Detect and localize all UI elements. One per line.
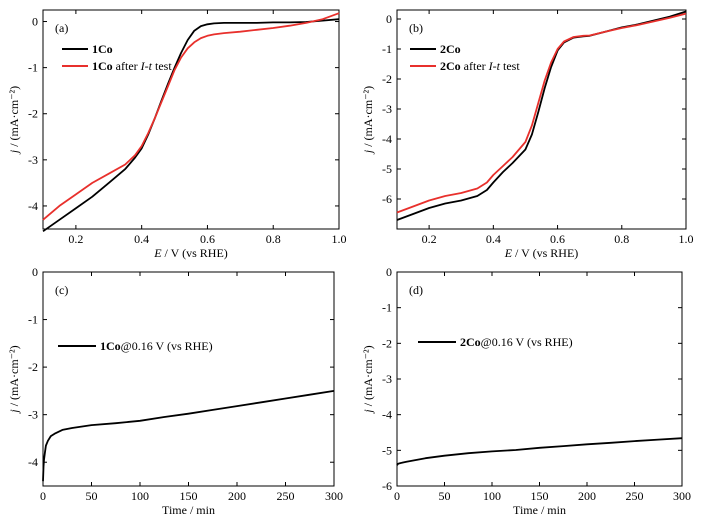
y-tick-label: -2 bbox=[28, 360, 38, 374]
y-tick-label: -3 bbox=[28, 408, 38, 422]
y-tick-label: -4 bbox=[382, 132, 392, 146]
x-tick-label: 200 bbox=[578, 489, 596, 503]
chart-panel-2: 0.2 0.4 0.6 0.8 1.0 0 -1 -2 -3 -4 -5 -6 (b) 2Co 2Co af… bbox=[361, 9, 694, 260]
series-line-1 bbox=[396, 437, 683, 466]
x-tick-label: 0.6 bbox=[200, 232, 215, 246]
y-axis-label: j / (mA·cm⁻²) bbox=[7, 86, 21, 155]
x-tick-label: 0.8 bbox=[614, 232, 629, 246]
x-tick-label: 250 bbox=[626, 489, 644, 503]
y-tick-label: 0 bbox=[32, 265, 38, 279]
x-tick-label: 1.0 bbox=[679, 232, 694, 246]
y-tick-label: -2 bbox=[28, 107, 38, 121]
y-tick-label: -3 bbox=[28, 153, 38, 167]
panel-label: (a) bbox=[55, 21, 68, 35]
y-tick-label: 0 bbox=[32, 15, 38, 29]
x-tick-label: 0.2 bbox=[422, 232, 437, 246]
y-tick-label: -5 bbox=[382, 443, 392, 457]
x-tick-label: 0.4 bbox=[134, 232, 149, 246]
x-tick-label: 0.2 bbox=[68, 232, 83, 246]
y-tick-label: 0 bbox=[386, 12, 392, 26]
x-tick-label: 0.4 bbox=[486, 232, 501, 246]
legend-entry: 2Co bbox=[440, 42, 461, 56]
y-tick-label: 0 bbox=[386, 265, 392, 279]
y-tick-label: -6 bbox=[382, 192, 392, 206]
x-tick-label: 150 bbox=[180, 489, 198, 503]
x-tick-label: 100 bbox=[131, 489, 149, 503]
y-axis-label: j / (mA·cm⁻²) bbox=[361, 86, 375, 155]
panel-label: (b) bbox=[409, 21, 423, 35]
y-tick-label: -1 bbox=[28, 61, 38, 75]
series-line-1 bbox=[42, 390, 335, 482]
x-tick-label: 50 bbox=[439, 489, 451, 503]
x-tick-label: 150 bbox=[531, 489, 549, 503]
x-tick-label: 250 bbox=[277, 489, 295, 503]
x-tick-label: 0.6 bbox=[550, 232, 565, 246]
x-axis-label: E / V (vs RHE) bbox=[504, 246, 579, 260]
legend-entry: 2Co@0.16 V (vs RHE) bbox=[460, 335, 573, 349]
chart-panel-3: 0 50 100 150 200 250 300 0 -1 -2 -3 -4 (c) 1Co@0.16 V… bbox=[7, 265, 343, 517]
y-tick-label: -1 bbox=[382, 301, 392, 315]
legend-entry: 2Co after I-t test bbox=[440, 59, 520, 73]
y-tick-label: -4 bbox=[382, 408, 392, 422]
x-tick-label: 100 bbox=[483, 489, 501, 503]
x-tick-label: 200 bbox=[228, 489, 246, 503]
legend-entry: 1Co@0.16 V (vs RHE) bbox=[100, 339, 213, 353]
series-line-2 bbox=[42, 12, 340, 221]
plot-frame bbox=[396, 271, 683, 487]
plot-frame bbox=[42, 271, 335, 487]
x-tick-label: 300 bbox=[325, 489, 343, 503]
legend-entry: 1Co after I-t test bbox=[92, 59, 172, 73]
y-tick-label: -1 bbox=[382, 42, 392, 56]
series-line-1 bbox=[42, 18, 340, 233]
y-axis-label: j / (mA·cm⁻²) bbox=[361, 345, 375, 414]
y-tick-label: -2 bbox=[382, 72, 392, 86]
y-tick-label: -6 bbox=[382, 479, 392, 493]
x-tick-label: 0 bbox=[394, 489, 400, 503]
plot-frame bbox=[42, 9, 340, 230]
chart-panel-4: 0 50 100 150 200 250 300 0 -1 -2 -3 -4 -5 -6 (d) 2Co@0.… bbox=[361, 265, 691, 517]
series-line-2 bbox=[396, 12, 687, 214]
x-tick-label: 1.0 bbox=[332, 232, 347, 246]
x-axis-label: Time / min bbox=[513, 503, 566, 517]
chart-panel-1: 0.2 0.4 0.6 0.8 1.0 0 -1 -2 -3 -4 (a) 1Co 1Co after … bbox=[7, 9, 347, 260]
x-tick-label: 0 bbox=[40, 489, 46, 503]
x-axis-label: Time / min bbox=[162, 503, 215, 517]
y-tick-label: -3 bbox=[382, 372, 392, 386]
y-tick-label: -3 bbox=[382, 102, 392, 116]
y-axis-label: j / (mA·cm⁻²) bbox=[7, 345, 21, 414]
x-tick-label: 0.8 bbox=[266, 232, 281, 246]
x-axis-label: E / V (vs RHE) bbox=[153, 246, 228, 260]
legend-entry: 1Co bbox=[92, 42, 113, 56]
panel-label: (d) bbox=[409, 283, 423, 297]
panel-label: (c) bbox=[55, 283, 68, 297]
x-tick-label: 50 bbox=[86, 489, 98, 503]
x-tick-label: 300 bbox=[673, 489, 691, 503]
y-tick-label: -5 bbox=[382, 162, 392, 176]
y-tick-label: -2 bbox=[382, 336, 392, 350]
plot-frame bbox=[396, 9, 687, 230]
y-tick-label: -1 bbox=[28, 313, 38, 327]
y-tick-label: -4 bbox=[28, 455, 38, 469]
y-tick-label: -4 bbox=[28, 199, 38, 213]
